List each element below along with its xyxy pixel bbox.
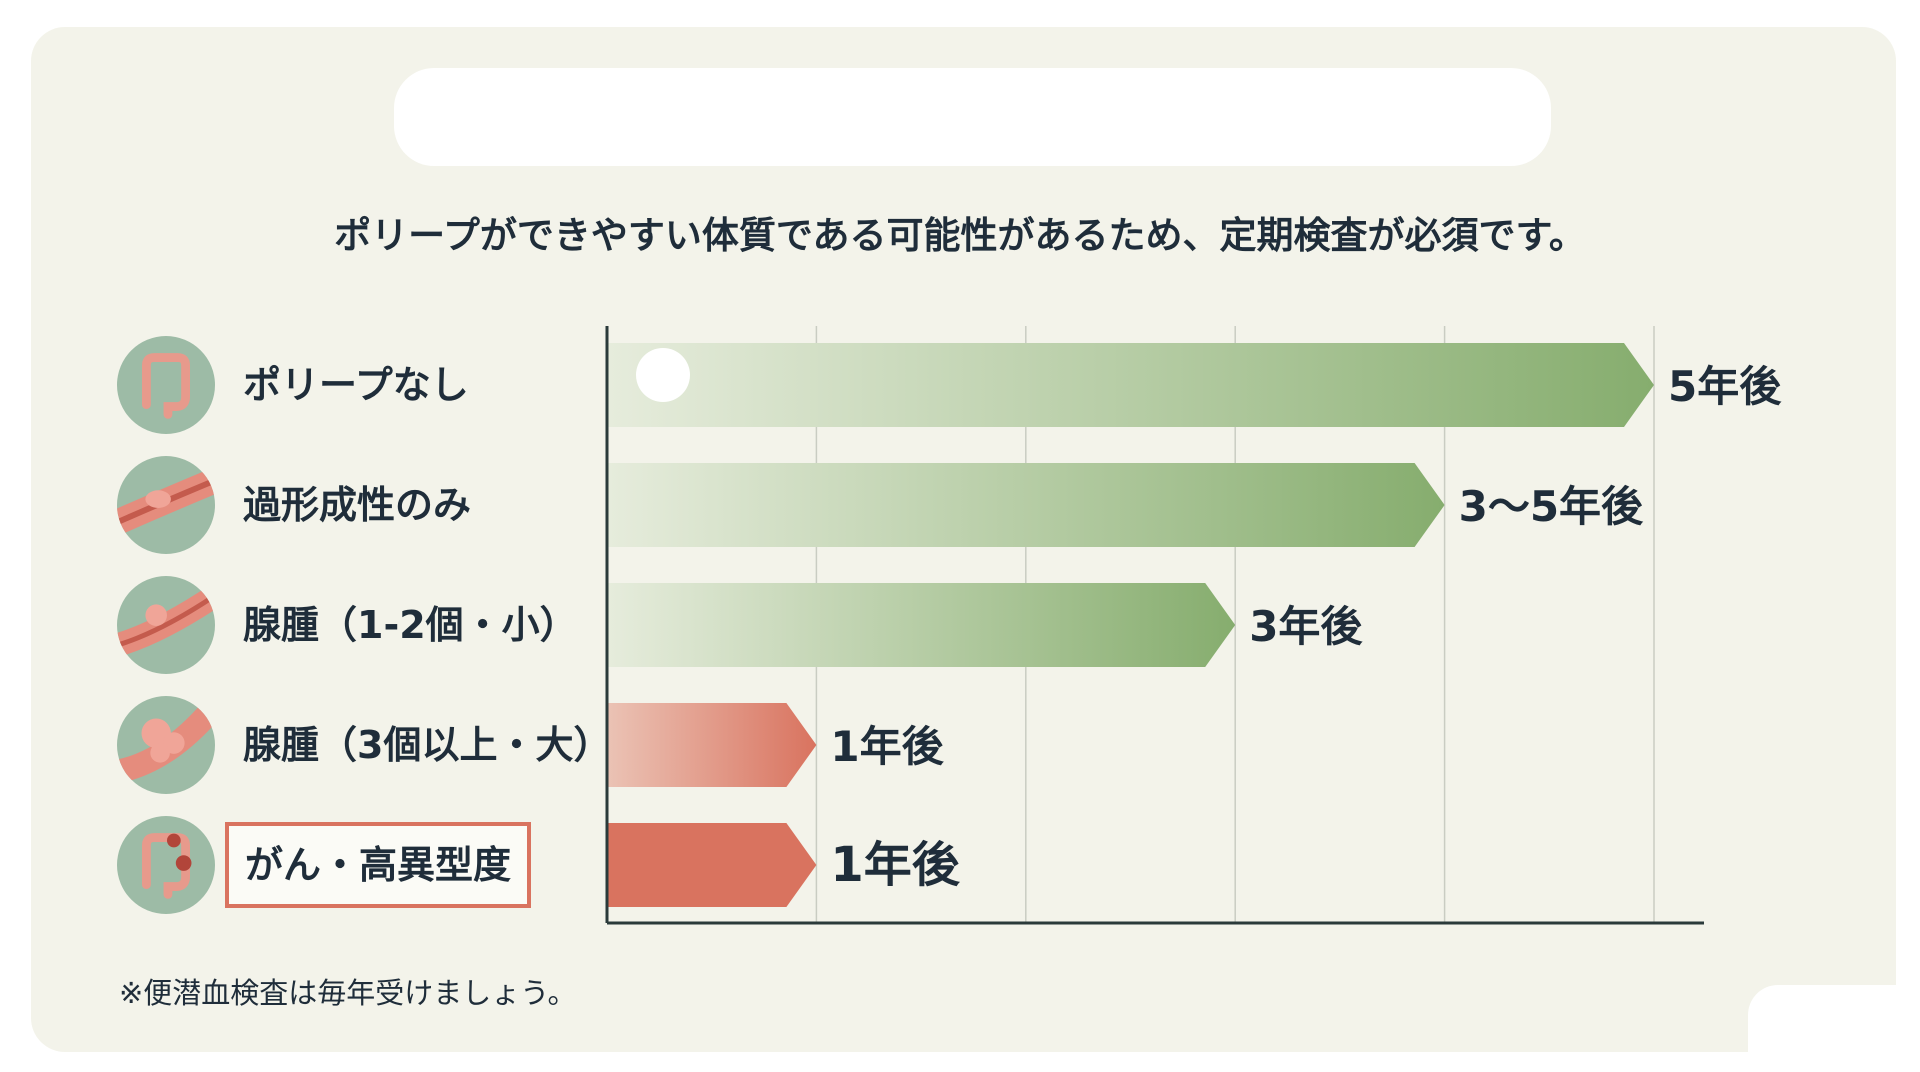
category-label: 腺腫（1-2個・小） xyxy=(243,603,578,647)
value-label: 1年後 xyxy=(830,837,960,893)
hyperplastic-polyp-icon xyxy=(117,456,215,554)
footnote: ※便潜血検査は毎年受けましょう。 xyxy=(119,976,577,1010)
value-label: 5年後 xyxy=(1668,362,1782,411)
value-label: 3年後 xyxy=(1249,602,1363,651)
category-label: ポリープなし xyxy=(243,363,469,407)
large-adenoma-icon xyxy=(117,696,215,794)
bar xyxy=(607,343,1654,427)
bar xyxy=(607,463,1445,547)
marker-dot xyxy=(636,348,690,402)
category-label: がん・高異型度 xyxy=(225,822,532,908)
bar xyxy=(607,823,817,907)
category-label: 過形成性のみ xyxy=(243,483,472,527)
bar xyxy=(607,703,817,787)
small-adenoma-icon xyxy=(117,576,215,674)
value-label: 3〜5年後 xyxy=(1459,482,1644,531)
corner-patch xyxy=(1748,985,1908,1065)
bar xyxy=(607,583,1236,667)
subtitle: ポリープができやすい体質である可能性があるため、定期検査が必須です。 xyxy=(334,214,1586,257)
colon-icon xyxy=(117,336,215,434)
category-label: 腺腫（3個以上・大） xyxy=(243,723,612,767)
cancer-colon-icon xyxy=(117,816,215,914)
redacted-title-area xyxy=(394,68,1551,166)
value-label: 1年後 xyxy=(830,722,944,771)
